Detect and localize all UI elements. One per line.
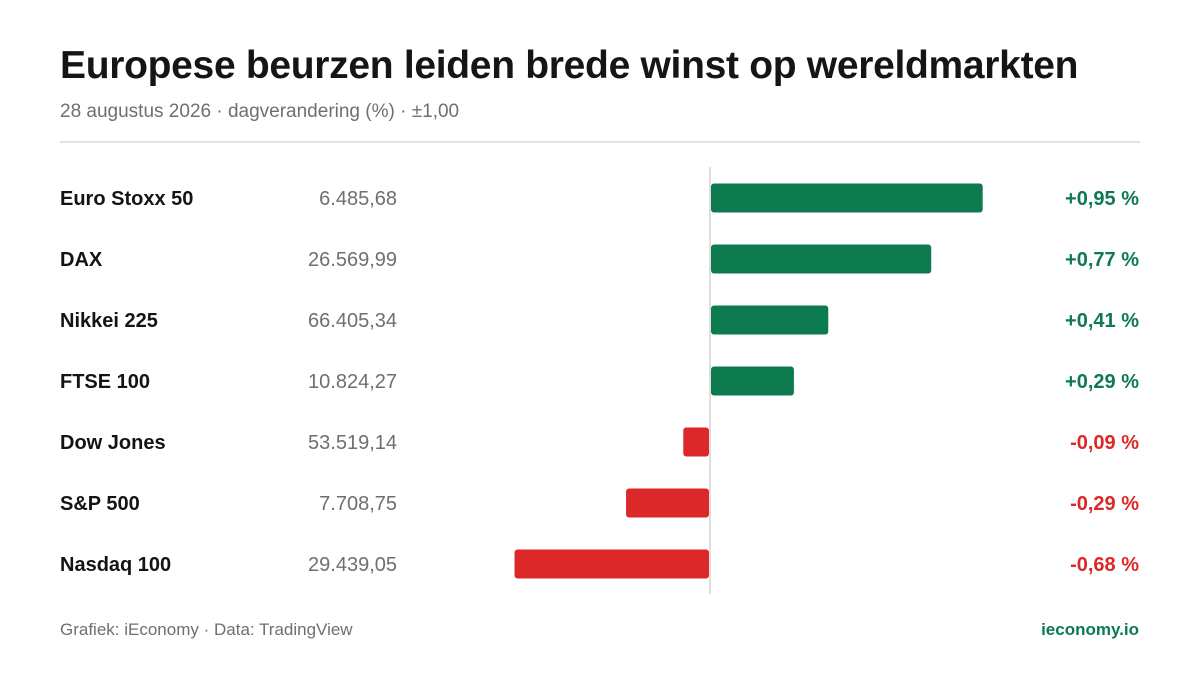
change-value-label: -0,29 % [1070,493,1139,515]
bar-negative [683,427,709,457]
index-level-label: 53.519,14 [308,432,397,454]
bar-positive [711,244,932,274]
category-label: FTSE 100 [60,371,150,393]
index-level-label: 7.708,75 [319,493,397,515]
chart-title: Europese beurzen leiden brede winst op w… [60,44,1079,87]
change-value-label: -0,09 % [1070,432,1139,454]
category-label: Nasdaq 100 [60,554,171,576]
footer-credit: Grafiek: iEconomy · Data: TradingView [60,620,353,639]
category-label: DAX [60,249,103,271]
footer-site-link[interactable]: ieconomy.io [1041,620,1139,639]
index-level-label: 66.405,34 [308,310,397,332]
index-level-label: 10.824,27 [308,371,397,393]
category-label: Nikkei 225 [60,310,158,332]
index-level-label: 26.569,99 [308,249,397,271]
category-label: Dow Jones [60,432,166,454]
change-value-label: +0,41 % [1065,310,1139,332]
index-level-label: 29.439,05 [308,554,397,576]
bar-positive [711,366,794,396]
index-level-label: 6.485,68 [319,188,397,210]
header-divider [60,141,1140,143]
chart-subtitle: 28 augustus 2026 · dagverandering (%) · … [60,101,460,122]
bar-positive [711,305,829,335]
change-value-label: -0,68 % [1070,554,1139,576]
bar-negative [514,549,709,579]
change-value-label: +0,29 % [1065,371,1139,393]
change-value-label: +0,77 % [1065,249,1139,271]
category-label: S&P 500 [60,493,140,515]
bar-positive [711,183,983,213]
bar-negative [626,488,709,518]
category-label: Euro Stoxx 50 [60,188,193,210]
change-value-label: +0,95 % [1065,188,1139,210]
